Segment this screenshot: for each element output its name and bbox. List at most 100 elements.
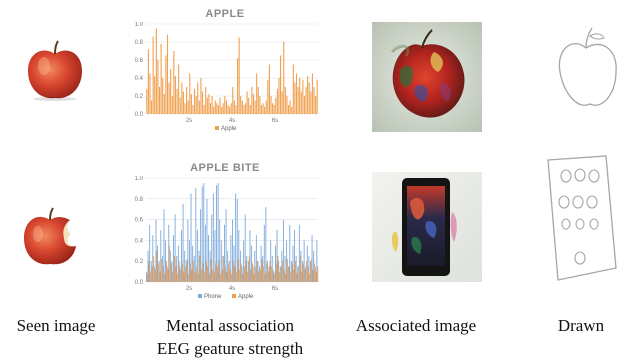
bar-phone — [174, 214, 176, 282]
bar-apple — [295, 73, 298, 114]
y-tick-label: 0.0 — [135, 112, 144, 118]
eeg-chart-apple-bite: 0.0 0.2 0.4 0.6 0.8 1.0 2s 4s 6s Phone Apple — [135, 176, 319, 300]
bar-apple — [165, 55, 167, 114]
bar-apple — [186, 259, 188, 282]
label-drawn: Drawn — [557, 316, 605, 335]
bar-apple — [256, 73, 258, 114]
bar-apple — [205, 261, 207, 282]
bar-apple — [154, 269, 156, 282]
bar-phone — [201, 186, 203, 282]
bar-apple — [248, 256, 250, 282]
bar-phone — [153, 266, 155, 282]
bar-phone — [200, 209, 202, 282]
bar-phone — [289, 224, 291, 282]
bar-apple — [277, 256, 279, 282]
bar-phone — [206, 198, 208, 282]
bar-apple — [181, 263, 183, 282]
bar-apple — [302, 79, 304, 114]
bar-apple — [262, 103, 264, 114]
x-tick-label: 6s — [272, 286, 278, 292]
bar-phone — [251, 245, 253, 282]
bar-apple — [223, 256, 225, 282]
bar-apple — [219, 97, 221, 114]
drawn-phone-sketch — [547, 155, 617, 281]
bar-apple — [172, 271, 174, 282]
bar-apple — [252, 263, 253, 282]
bar-apple — [146, 273, 148, 282]
bar-phone — [249, 230, 251, 282]
bar-phone — [273, 271, 275, 282]
bar-phone — [306, 245, 308, 282]
bar-apple — [305, 87, 307, 114]
bar-phone — [294, 230, 296, 282]
bar-phone — [313, 250, 315, 282]
bar-apple — [300, 91, 302, 114]
bar-apple — [254, 100, 256, 114]
bar-apple — [150, 271, 151, 282]
bar-apple — [182, 91, 184, 114]
bar-apple — [264, 273, 266, 282]
bar-apple — [229, 269, 231, 282]
bar-apple — [275, 97, 277, 114]
bar-apple — [214, 100, 216, 114]
y-tick-label: 0.2 — [135, 94, 144, 100]
bar-apple — [283, 269, 285, 282]
bar-phone — [260, 245, 262, 282]
bar-apple — [169, 245, 171, 282]
bar-phone — [169, 250, 171, 282]
bar-apple — [307, 266, 309, 282]
bar-apple — [293, 269, 295, 282]
bar-phone — [255, 235, 257, 282]
bar-phone — [284, 256, 286, 282]
bar-apple — [289, 100, 291, 114]
bar-apple — [301, 271, 303, 282]
bar-apple — [200, 78, 202, 114]
bar-apple — [251, 87, 253, 114]
y-tick-label: 0.6 — [135, 58, 144, 64]
bar-apple — [181, 82, 183, 114]
bar-phone — [267, 261, 268, 282]
bar-apple — [245, 261, 247, 282]
bar-phone — [227, 250, 229, 282]
bar-apple — [246, 91, 248, 114]
bar-apple — [205, 87, 207, 114]
bar-phone — [176, 256, 178, 282]
bar-apple — [231, 273, 233, 282]
bar-apple — [308, 82, 310, 114]
bar-apple — [263, 266, 265, 282]
x-tick-label: 4s — [229, 286, 235, 292]
bar-apple — [270, 96, 272, 114]
bar-apple — [198, 100, 200, 114]
bar-apple — [311, 73, 313, 114]
bar-phone — [184, 250, 186, 282]
bar-phone — [171, 261, 173, 282]
bar-apple — [220, 273, 222, 282]
bar-phone — [311, 235, 313, 282]
y-tick-label: 0.4 — [135, 238, 144, 244]
bar-apple — [194, 271, 196, 282]
bar-phone — [230, 235, 232, 282]
bar-apple — [316, 79, 318, 114]
bar-apple — [227, 105, 229, 114]
bar-apple — [160, 43, 162, 114]
bar-apple — [155, 28, 157, 114]
bar-phone — [189, 240, 190, 282]
bar-apple — [151, 266, 153, 282]
bar-phone — [302, 261, 303, 282]
bar-phone — [303, 240, 305, 282]
y-tick-label: 1.0 — [135, 22, 144, 28]
bar-phone — [208, 235, 210, 282]
bar-apple — [216, 103, 218, 114]
bar-apple — [212, 269, 214, 282]
bar-apple — [287, 105, 290, 114]
bar-phone — [279, 266, 281, 282]
bar-apple — [302, 263, 304, 282]
bar-apple — [176, 88, 178, 114]
label-seen-image: Seen image — [16, 316, 96, 335]
bar-apple — [240, 96, 242, 114]
bar-phone — [193, 256, 195, 282]
bar-phone — [262, 256, 264, 282]
bar-apple — [283, 42, 285, 114]
bar-apple — [299, 78, 301, 114]
bar-phone — [271, 256, 273, 282]
